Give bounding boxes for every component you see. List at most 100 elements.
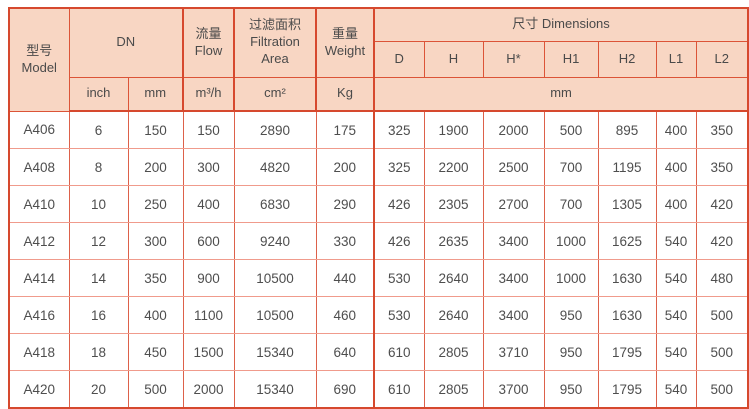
value-cell: 400 <box>127 296 184 334</box>
weight-label-en: Weight <box>324 42 366 58</box>
flow-label-en: Flow <box>194 42 223 58</box>
value-cell: 500 <box>127 370 184 409</box>
value-cell: 500 <box>695 370 749 409</box>
table-body: A406 6 150 150 2890 175 325 1900 2000 500 895 400 35… <box>8 110 749 409</box>
value-cell: 3400 <box>482 296 545 334</box>
col-header-l1: L1 <box>655 40 697 78</box>
value-cell: 1305 <box>597 185 657 223</box>
col-header-model: 型号 Model <box>8 7 70 112</box>
value-cell: 200 <box>315 148 375 186</box>
value-cell: 325 <box>373 110 425 149</box>
col-header-dimensions: 尺寸 Dimensions <box>372 7 749 42</box>
value-cell: 1795 <box>597 333 657 371</box>
value-cell: 540 <box>655 370 697 409</box>
weight-label-zh: 重量 <box>331 25 358 41</box>
value-cell: 14 <box>68 259 129 297</box>
model-cell: A410 <box>8 185 70 223</box>
unit-inch: inch <box>68 76 129 112</box>
header-row-groups: 型号 Model DN 流量 Flow 过滤面积 Filtration Area… <box>8 7 749 112</box>
col-header-h1: H1 <box>543 40 599 78</box>
value-cell: 610 <box>373 370 425 409</box>
value-cell: 1795 <box>597 370 657 409</box>
table-row: A408 8 200 300 4820 200 325 2200 2500 700 1195 400 3… <box>8 148 749 186</box>
value-cell: 950 <box>543 333 599 371</box>
value-cell: 950 <box>543 370 599 409</box>
value-cell: 540 <box>655 222 697 260</box>
value-cell: 600 <box>182 222 235 260</box>
value-cell: 150 <box>182 110 235 149</box>
value-cell: 1500 <box>182 333 235 371</box>
value-cell: 15340 <box>233 333 317 371</box>
value-cell: 250 <box>127 185 184 223</box>
value-cell: 690 <box>315 370 375 409</box>
model-cell: A412 <box>8 222 70 260</box>
value-cell: 2500 <box>482 148 545 186</box>
filtration-label-en: Filtration Area <box>250 34 300 67</box>
value-cell: 2700 <box>482 185 545 223</box>
value-cell: 1195 <box>597 148 657 186</box>
value-cell: 2000 <box>182 370 235 409</box>
value-cell: 1900 <box>423 110 484 149</box>
value-cell: 350 <box>127 259 184 297</box>
value-cell: 1000 <box>543 259 599 297</box>
value-cell: 700 <box>543 185 599 223</box>
unit-area: cm² <box>233 76 317 112</box>
value-cell: 3710 <box>482 333 545 371</box>
value-cell: 12 <box>68 222 129 260</box>
value-cell: 300 <box>182 148 235 186</box>
model-cell: A406 <box>8 110 70 149</box>
filtration-label-zh: 过滤面积 <box>248 17 301 33</box>
col-header-d: D <box>373 40 425 78</box>
value-cell: 480 <box>695 259 749 297</box>
value-cell: 3400 <box>482 259 545 297</box>
dimensions-label-zh: 尺寸 <box>512 16 542 32</box>
value-cell: 400 <box>655 148 697 186</box>
table-row: A420 20 500 2000 15340 690 610 2805 3700 950 1795 5… <box>8 370 749 409</box>
value-cell: 15340 <box>233 370 317 409</box>
col-header-flow: 流量 Flow <box>182 7 235 78</box>
value-cell: 350 <box>695 148 749 186</box>
value-cell: 290 <box>315 185 375 223</box>
table-header: 型号 Model DN 流量 Flow 过滤面积 Filtration Area… <box>8 7 749 112</box>
value-cell: 2200 <box>423 148 484 186</box>
value-cell: 1625 <box>597 222 657 260</box>
value-cell: 895 <box>597 110 657 149</box>
model-label-en: Model <box>21 59 57 75</box>
value-cell: 4820 <box>233 148 317 186</box>
value-cell: 330 <box>315 222 375 260</box>
value-cell: 1630 <box>597 259 657 297</box>
model-label-zh: 型号 <box>26 42 53 58</box>
value-cell: 530 <box>373 259 425 297</box>
col-header-dn: DN <box>68 7 184 78</box>
table-row: A412 12 300 600 9240 330 426 2635 3400 1000 1625 54… <box>8 222 749 260</box>
value-cell: 540 <box>655 333 697 371</box>
value-cell: 2305 <box>423 185 484 223</box>
value-cell: 500 <box>543 110 599 149</box>
value-cell: 540 <box>655 259 697 297</box>
value-cell: 2805 <box>423 333 484 371</box>
value-cell: 700 <box>543 148 599 186</box>
model-cell: A418 <box>8 333 70 371</box>
value-cell: 1100 <box>182 296 235 334</box>
value-cell: 6830 <box>233 185 317 223</box>
col-header-weight: 重量 Weight <box>315 7 375 78</box>
col-header-l2: L2 <box>695 40 749 78</box>
value-cell: 18 <box>68 333 129 371</box>
value-cell: 6 <box>68 110 129 149</box>
value-cell: 540 <box>655 296 697 334</box>
unit-dimensions: mm <box>372 76 749 112</box>
value-cell: 150 <box>127 110 184 149</box>
value-cell: 420 <box>695 185 749 223</box>
value-cell: 460 <box>315 296 375 334</box>
value-cell: 950 <box>543 296 599 334</box>
table-row: A418 18 450 1500 15340 640 610 2805 3710 950 1795 5… <box>8 333 749 371</box>
value-cell: 1630 <box>597 296 657 334</box>
table-row: A416 16 400 1100 10500 460 530 2640 3400 950 1630 5… <box>8 296 749 334</box>
value-cell: 16 <box>68 296 129 334</box>
value-cell: 300 <box>127 222 184 260</box>
spec-table: 型号 Model DN 流量 Flow 过滤面积 Filtration Area… <box>8 7 749 409</box>
value-cell: 400 <box>655 185 697 223</box>
header-row-dim-cols: D H H* H1 H2 L1 L2 <box>9 40 749 78</box>
value-cell: 20 <box>68 370 129 409</box>
